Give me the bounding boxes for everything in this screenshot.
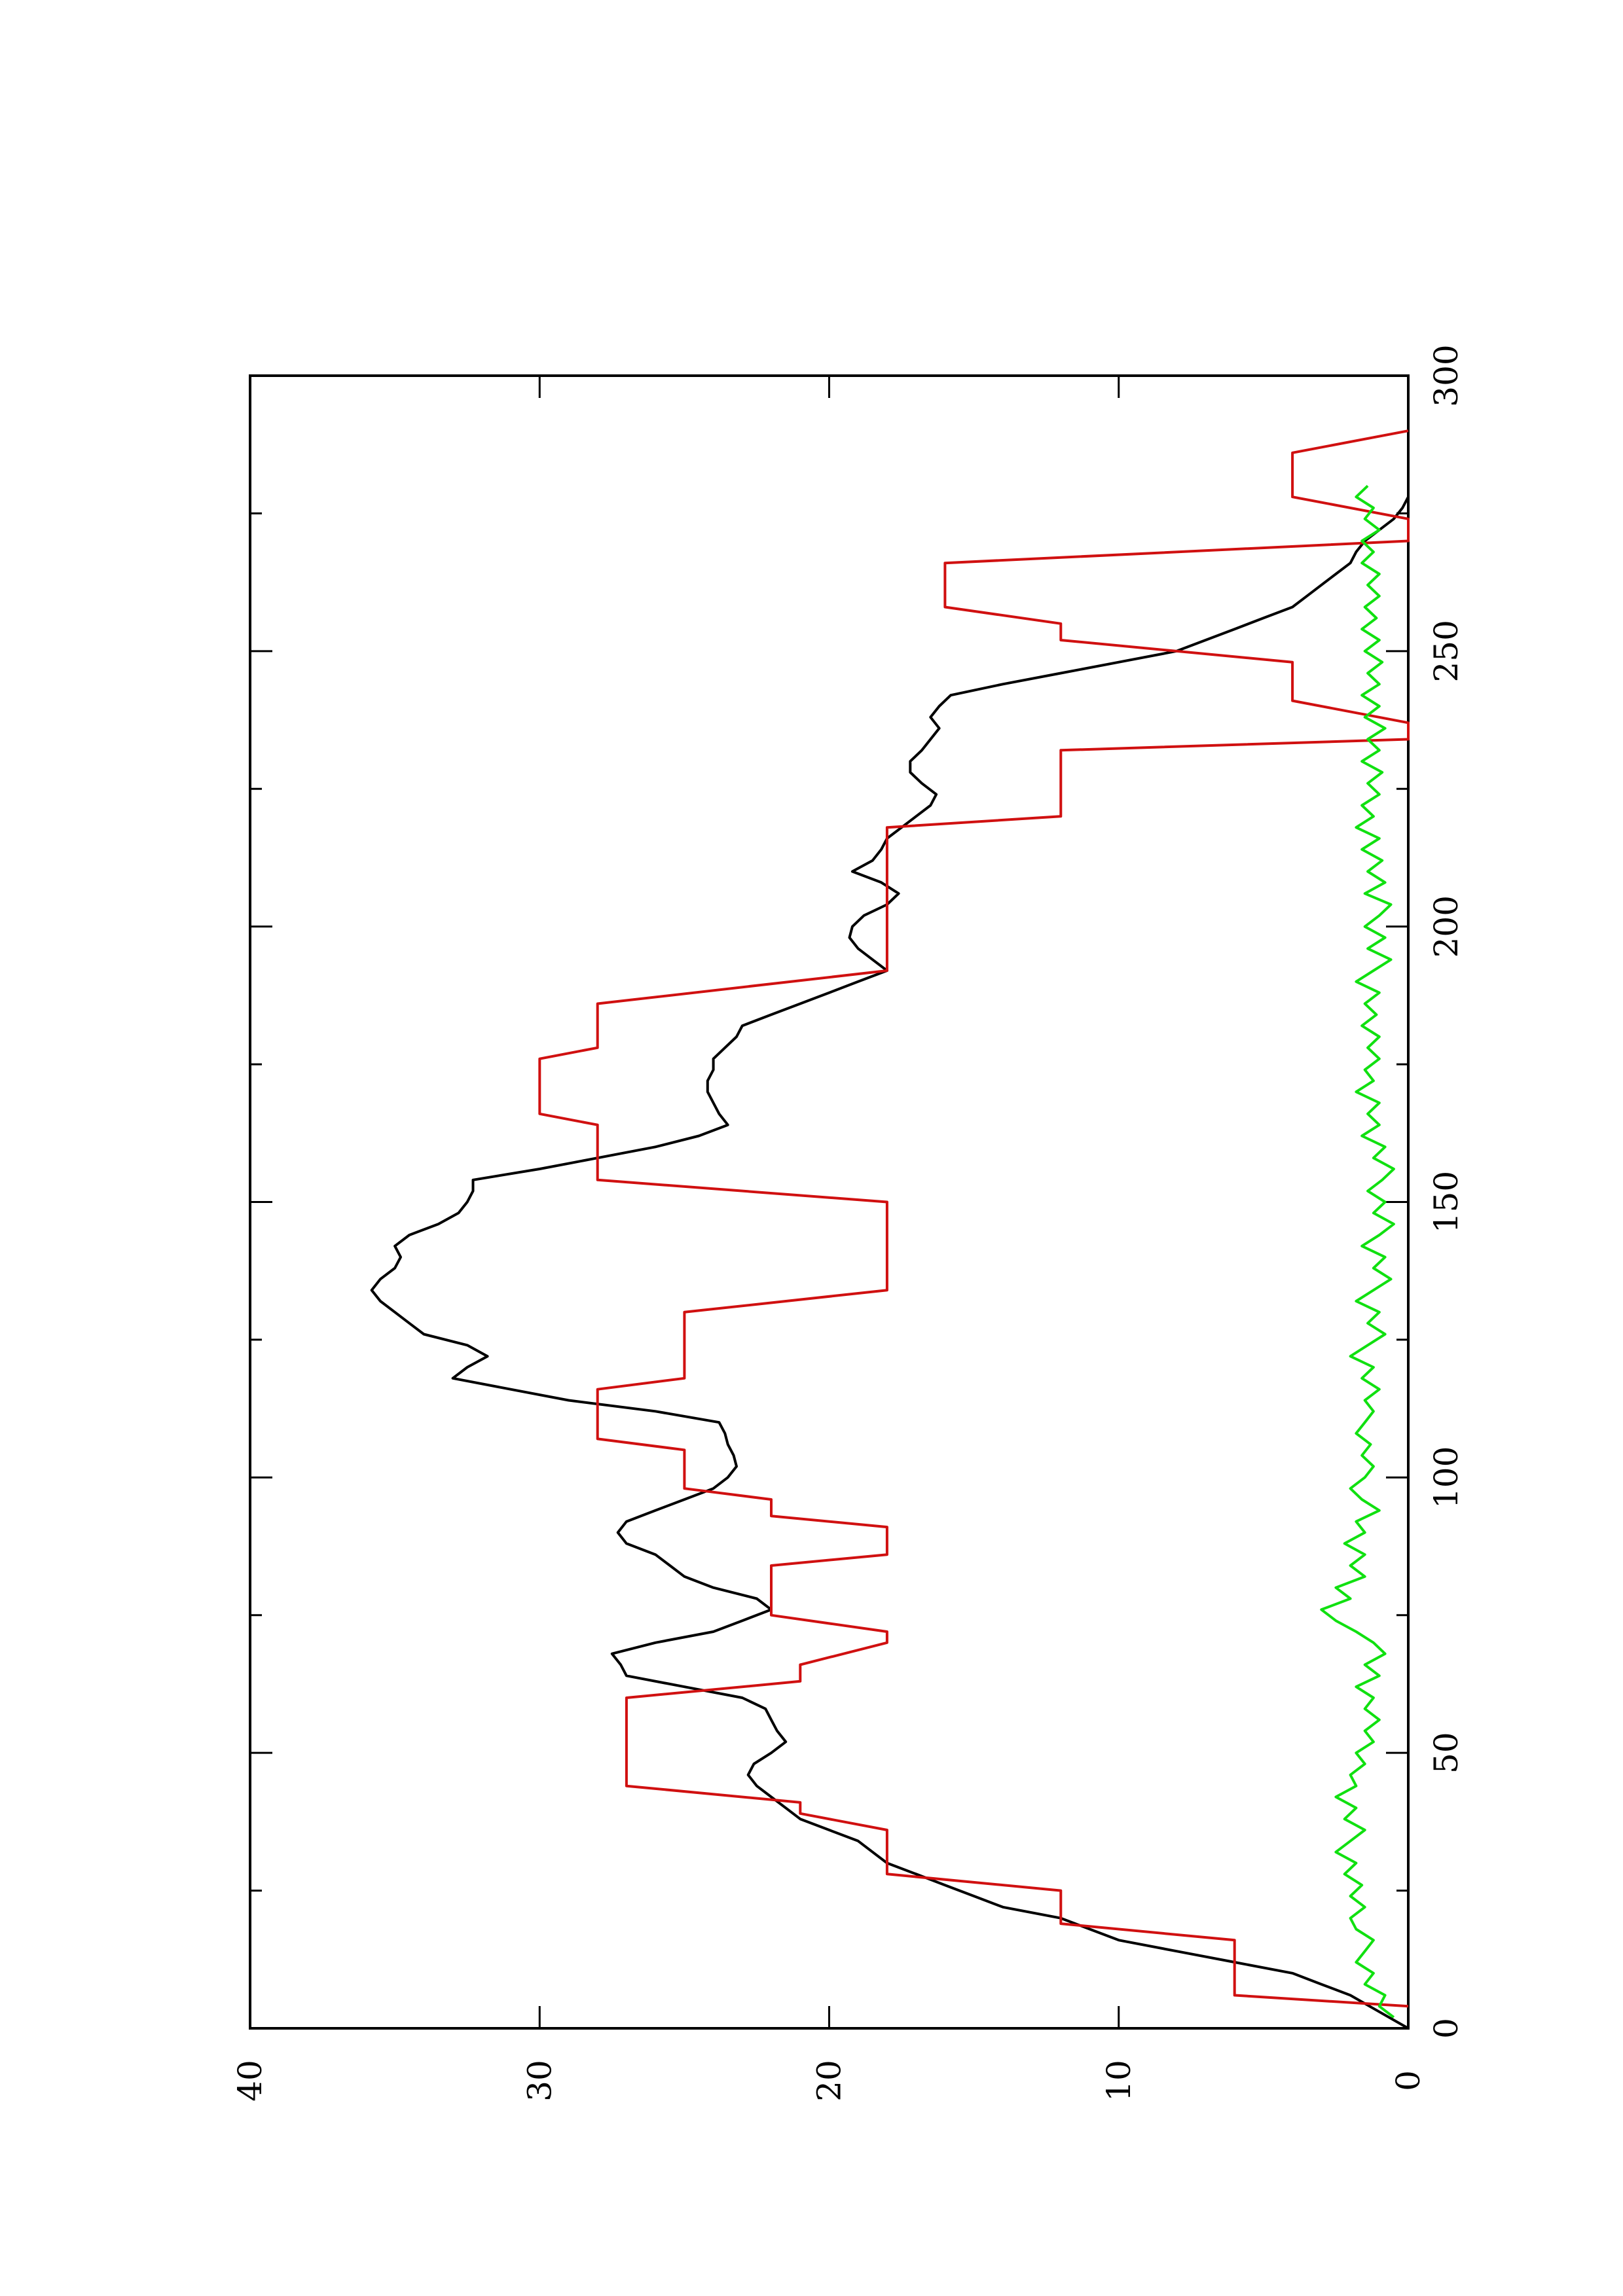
y-tick-label: 0 xyxy=(1389,2070,1427,2091)
series-line-red xyxy=(538,429,1410,2008)
x-tick-label: 0 xyxy=(1427,2018,1465,2039)
series-line-green xyxy=(1320,484,1395,2018)
series-line-black xyxy=(370,496,1410,2030)
x-tick-label: 100 xyxy=(1427,1446,1465,1509)
y-tick-label: 10 xyxy=(1100,2060,1138,2102)
y-tick-label: 40 xyxy=(231,2060,269,2102)
x-tick-label: 150 xyxy=(1427,1171,1465,1233)
x-tick-label: 250 xyxy=(1427,620,1465,682)
x-tick-label: 50 xyxy=(1427,1732,1465,1774)
x-tick-label: 300 xyxy=(1427,344,1465,406)
plot-frame xyxy=(249,374,1410,2030)
y-tick-label: 30 xyxy=(520,2060,558,2102)
y-tick-label: 20 xyxy=(811,2060,848,2102)
axes: 0 50 100 150 200 250 300 0 10 20 30 40 xyxy=(231,344,1465,2102)
series-layer xyxy=(370,429,1410,2030)
x-tick-label: 200 xyxy=(1427,895,1465,958)
